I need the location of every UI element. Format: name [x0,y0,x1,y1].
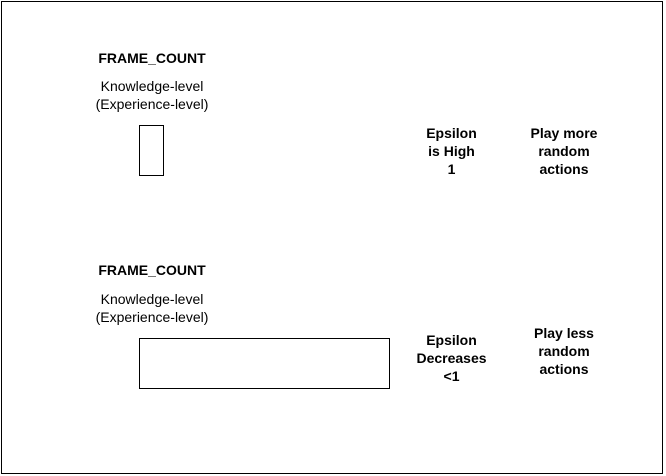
action-line: actions [539,161,589,177]
action-line: actions [539,361,589,377]
epsilon-line: Epsilon [426,332,477,348]
epsilon-note-top: Epsilon is High 1 [400,124,503,178]
action-line: random [538,143,590,159]
epsilon-note-bottom: Epsilon Decreases <1 [400,331,503,385]
action-line: random [538,343,590,359]
knowledge-level-label-top: Knowledge-level (Experience-level) [52,77,252,113]
experience-bar-small [139,125,164,176]
action-note-bottom: Play less random actions [513,324,615,378]
experience-text-top: (Experience-level) [95,96,209,112]
knowledge-text-bottom: Knowledge-level [100,291,204,307]
frame-count-label-bottom: FRAME_COUNT [98,262,206,278]
epsilon-line: <1 [443,368,460,384]
action-line: Play more [530,125,598,141]
action-note-top: Play more random actions [513,124,615,178]
knowledge-text-top: Knowledge-level [100,78,204,94]
experience-bar-large [139,338,390,389]
epsilon-line: is High [428,143,475,159]
epsilon-line: Decreases [416,350,487,366]
knowledge-level-label-bottom: Knowledge-level (Experience-level) [52,290,252,326]
epsilon-line: 1 [447,161,456,177]
frame-count-label-top: FRAME_COUNT [98,50,206,66]
action-line: Play less [534,325,594,341]
experience-text-bottom: (Experience-level) [95,309,209,325]
epsilon-line: Epsilon [426,125,477,141]
